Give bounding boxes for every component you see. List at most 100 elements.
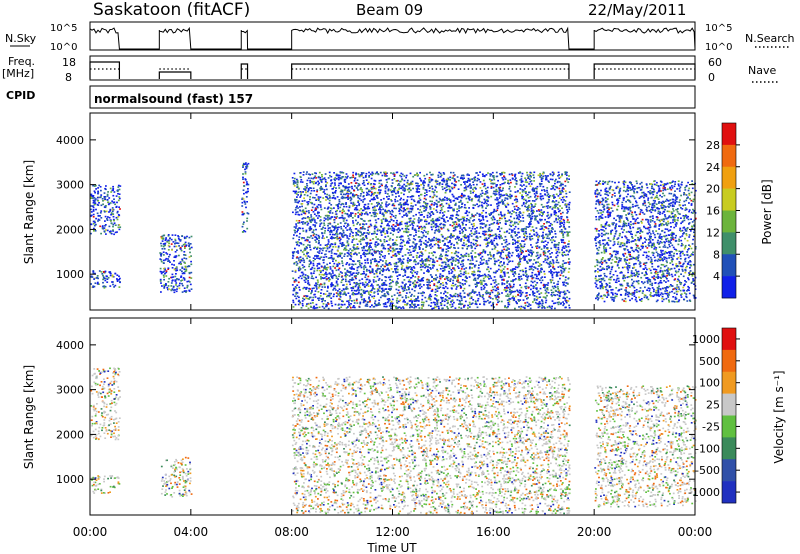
data-cell — [334, 192, 337, 194]
data-cell — [163, 234, 166, 237]
data-cell — [562, 301, 564, 303]
data-cell — [465, 280, 467, 282]
data-cell — [363, 253, 366, 256]
data-cell — [412, 187, 414, 190]
data-cell — [429, 206, 432, 209]
data-cell — [97, 187, 99, 189]
data-cell — [353, 260, 355, 263]
data-cell — [424, 220, 426, 223]
data-cell — [540, 198, 543, 201]
data-cell — [392, 230, 395, 232]
data-cell — [163, 285, 166, 288]
data-cell — [391, 302, 394, 305]
data-cell — [561, 241, 563, 243]
data-cell — [308, 217, 311, 219]
data-cell — [434, 278, 437, 280]
data-cell — [303, 261, 306, 263]
data-cell — [333, 262, 336, 265]
data-cell — [542, 197, 545, 200]
data-cell — [346, 190, 349, 192]
data-cell — [400, 262, 403, 264]
data-cell — [540, 277, 543, 279]
data-cell — [549, 260, 552, 263]
data-cell — [319, 178, 322, 181]
data-cell — [451, 215, 454, 217]
data-cell — [526, 181, 529, 184]
data-cell — [318, 237, 320, 239]
data-cell — [363, 251, 365, 254]
data-cell — [465, 220, 468, 222]
data-cell — [104, 279, 107, 282]
data-cell — [414, 238, 417, 241]
data-cell — [333, 233, 336, 236]
data-cell — [477, 199, 480, 201]
data-cell — [481, 192, 484, 194]
data-cell — [307, 255, 310, 257]
data-cell — [350, 176, 353, 179]
data-cell — [478, 291, 481, 294]
data-cell — [553, 244, 556, 246]
data-cell — [309, 220, 312, 222]
data-cell — [92, 286, 95, 288]
data-cell — [563, 303, 565, 305]
data-cell — [294, 209, 297, 211]
data-cell — [366, 232, 369, 234]
data-cell — [190, 246, 193, 249]
data-cell — [335, 233, 337, 235]
data-cell — [318, 297, 321, 299]
data-cell — [354, 252, 357, 254]
data-cell — [489, 275, 491, 277]
data-cell — [400, 238, 402, 241]
data-cell — [370, 285, 372, 287]
data-cell — [314, 307, 317, 309]
data-cell — [491, 298, 494, 300]
data-cell — [381, 243, 384, 245]
data-cell — [366, 213, 369, 215]
data-cell — [374, 246, 377, 248]
data-cell — [515, 214, 518, 217]
data-cell — [406, 231, 408, 234]
data-cell — [476, 179, 479, 182]
data-cell — [372, 172, 374, 175]
data-cell — [379, 191, 382, 194]
data-cell — [460, 195, 463, 197]
data-cell — [402, 258, 405, 260]
data-cell — [533, 193, 536, 195]
data-cell — [539, 197, 542, 200]
data-cell — [188, 265, 191, 268]
data-cell — [119, 277, 121, 280]
data-cell — [459, 218, 461, 221]
data-cell — [437, 226, 440, 228]
data-cell — [99, 212, 102, 214]
data-cell — [477, 277, 479, 280]
data-cell — [298, 296, 300, 299]
data-cell — [175, 266, 178, 268]
data-cell — [104, 277, 107, 280]
data-cell — [508, 256, 511, 259]
data-cell — [522, 230, 525, 233]
data-cell — [314, 182, 317, 185]
data-cell — [177, 235, 179, 237]
data-cell — [542, 284, 545, 287]
data-cell — [519, 243, 522, 245]
data-cell — [435, 225, 438, 227]
data-cell — [317, 234, 320, 237]
data-cell — [550, 230, 553, 232]
data-cell — [378, 285, 381, 288]
data-cell — [466, 245, 469, 248]
data-cell — [567, 245, 570, 248]
data-cell — [295, 297, 298, 300]
data-cell — [408, 239, 411, 241]
data-cell — [353, 189, 356, 192]
data-cell — [389, 278, 391, 281]
data-cell — [397, 228, 400, 230]
data-cell — [461, 247, 464, 250]
data-cell — [492, 271, 495, 274]
data-cell — [415, 187, 418, 190]
data-cell — [408, 217, 411, 220]
data-cell — [450, 295, 452, 297]
data-cell — [496, 184, 498, 186]
data-cell — [161, 248, 164, 250]
data-cell — [331, 237, 333, 240]
data-cell — [399, 245, 402, 247]
